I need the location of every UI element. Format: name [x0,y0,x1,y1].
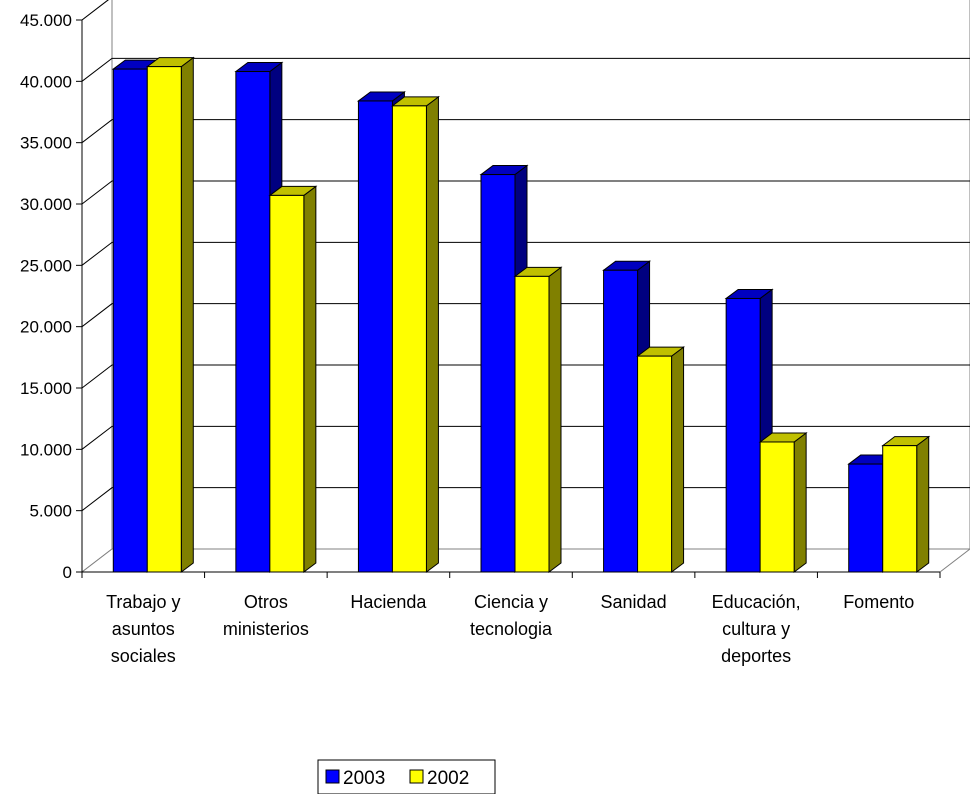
bar-front [357,100,393,573]
x-category-label: Hacienda [350,592,427,612]
bar [724,288,774,573]
x-axis-category-labels: Trabajo y asuntos sociales Otros ministerios… [106,592,914,666]
x-category-label: Otros ministerios [223,592,309,639]
gridline [81,241,970,266]
y-tick-label: 30.000 [20,195,72,214]
x-category-label: Trabajo y asuntos sociales [106,592,180,666]
bar-side [916,435,930,573]
bar-front [480,174,516,573]
bar [881,435,931,573]
side-wall [81,0,113,574]
x-category-label: Ciencia y tecnologia [470,592,553,639]
bar [513,266,563,573]
bar-side [548,266,562,573]
bar-side [180,56,194,573]
legend-swatch [325,769,340,784]
bar-front [514,275,550,573]
y-tick-label: 10.000 [20,440,72,459]
x-category-label: Sanidad [601,592,667,612]
bar-front [112,68,148,573]
bar-side [671,346,685,573]
y-axis-tick-labels: 0 5.000 10.000 15.000 20.000 25.000 30.000 35.0… [20,11,72,582]
y-tick-label: 20.000 [20,318,72,337]
legend-entry: 2003 [343,768,385,789]
bar [758,431,808,573]
bar-side [793,431,807,573]
y-tick-label: 15.000 [20,379,72,398]
bar [636,346,686,573]
gridline [81,0,109,21]
legend-swatch [409,769,424,784]
gridline [81,303,970,328]
bar [145,56,195,573]
y-tick-label: 35.000 [20,134,72,153]
bar-front [637,355,673,573]
legend-entry: 2002 [427,768,469,789]
bar-side [425,95,439,573]
gridline [81,57,970,82]
bar-front [391,105,427,573]
bar-front [882,445,918,573]
bars [111,56,931,573]
y-tick-label: 0 [63,563,72,582]
bar-side [303,185,317,573]
y-tick-label: 25.000 [20,256,72,275]
gridline [81,119,970,144]
bar [268,185,318,573]
bar-front [725,297,761,573]
x-category-label: Educación, cultura y deportes [712,592,801,666]
y-tick-label: 40.000 [20,72,72,91]
bar-front [146,66,182,573]
bar-front [759,441,795,573]
bar-front [603,269,639,573]
legend: 2003 2002 [317,759,496,794]
x-category-label: Fomento [843,592,914,612]
y-tick-label: 45.000 [20,11,72,30]
y-tick-label: 5.000 [29,502,72,521]
bar-front [235,71,271,573]
legend-box [317,759,496,794]
bar-front [848,463,884,573]
bar [390,95,440,573]
bar-front [269,194,305,573]
gridline [81,180,970,205]
